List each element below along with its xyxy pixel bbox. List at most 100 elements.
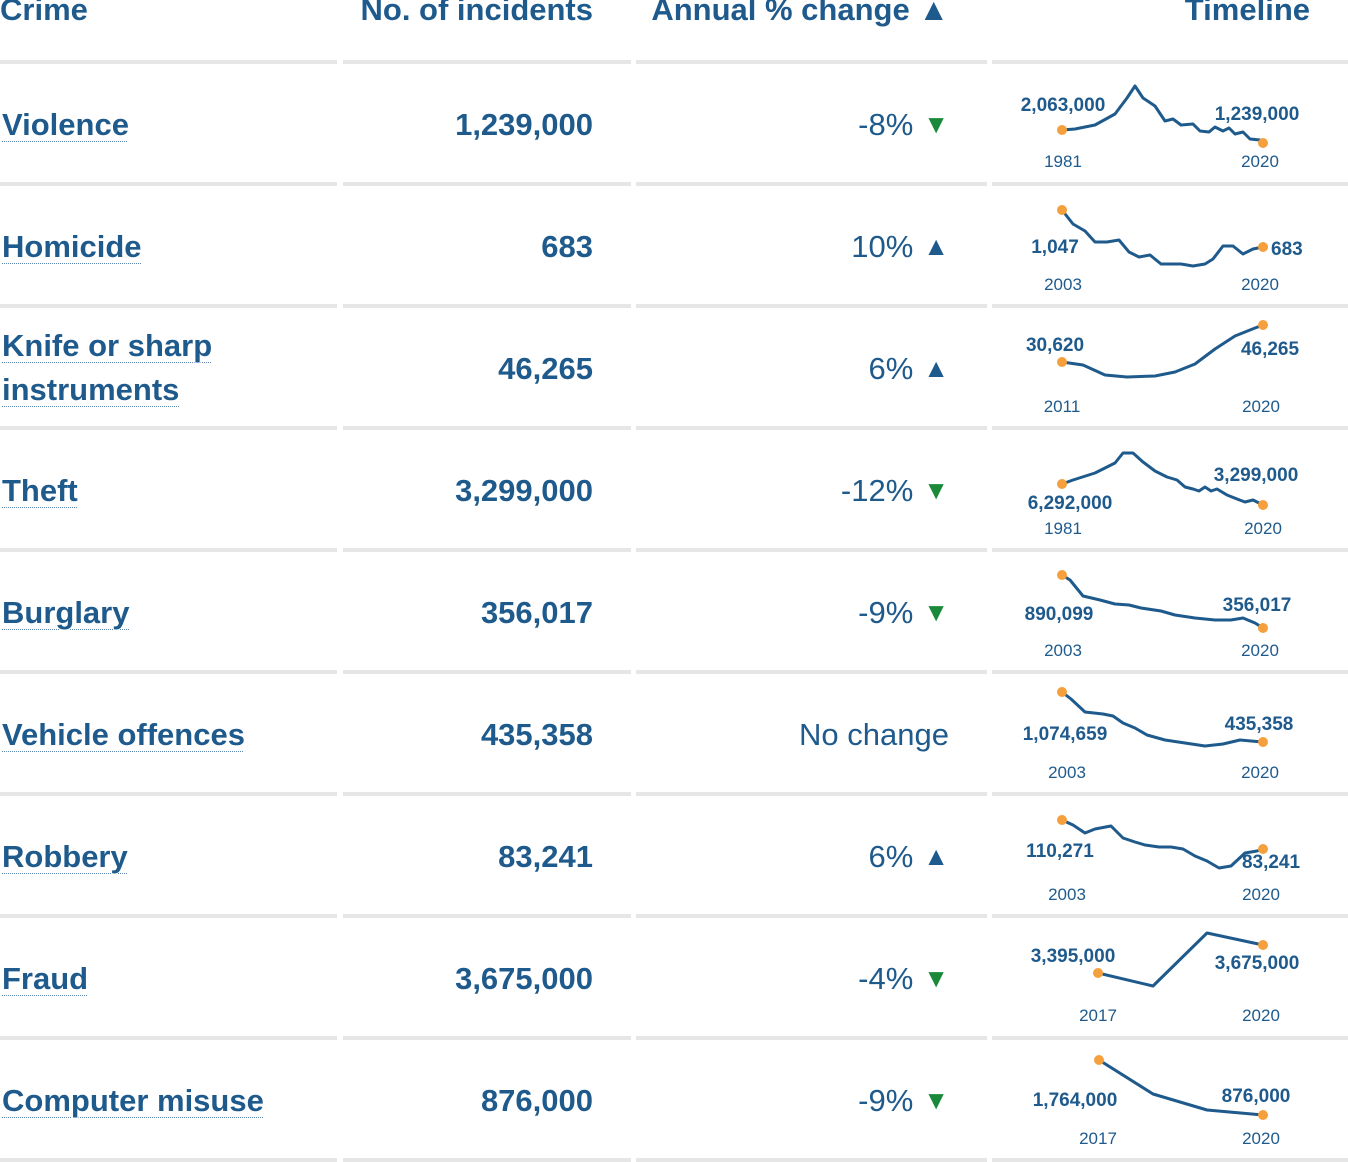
sparkline-end-dot (1258, 242, 1268, 252)
sparkline-start-dot (1057, 687, 1067, 697)
down-arrow-icon: ▼ (923, 597, 949, 627)
incidents-value: 3,299,000 (455, 473, 593, 508)
row-divider (0, 548, 337, 552)
row-divider (0, 1158, 337, 1162)
incidents-value: 876,000 (480, 1083, 593, 1118)
row-divider (992, 1158, 1348, 1162)
crime-link[interactable]: Theft (2, 473, 78, 508)
row-divider (343, 670, 631, 674)
sparkline-start-year: 2017 (1079, 1006, 1117, 1025)
sparkline-start-label: 2,063,000 (1021, 95, 1106, 116)
crime-link[interactable]: Knife or sharp instruments (2, 328, 213, 407)
sparkline-start-dot (1057, 479, 1067, 489)
annual-change-value: -9% (858, 1083, 914, 1118)
sparkline-line (1061, 573, 1264, 630)
timeline-sparkline: 30,620 46,265 2011 2020 (1026, 320, 1300, 416)
crime-link[interactable]: Homicide (2, 229, 142, 264)
annual-change-value: -12% (840, 473, 914, 508)
column-header-timeline: Timeline (1184, 0, 1310, 27)
row-divider (0, 60, 337, 64)
sparkline-line (1061, 690, 1264, 748)
annual-change: 6% ▲ (634, 351, 949, 387)
annual-change: 10% ▲ (634, 229, 949, 265)
row-divider (636, 1036, 987, 1040)
row-divider (992, 792, 1348, 796)
sparkline-line (1097, 931, 1264, 988)
crime-link[interactable]: Robbery (2, 839, 128, 874)
sparkline-line (1061, 818, 1264, 870)
sparkline-start-year: 2003 (1048, 763, 1086, 782)
sparkline-end-dot (1258, 737, 1268, 747)
annual-change-value: 6% (868, 351, 914, 386)
row-divider (992, 1036, 1348, 1040)
annual-change: -9% ▼ (634, 1083, 949, 1119)
sparkline-end-label: 3,299,000 (1214, 465, 1299, 486)
column-header-change-label: Annual % change (651, 0, 910, 27)
sparkline-start-label: 890,099 (1025, 604, 1094, 625)
annual-change-value: 10% (851, 229, 914, 264)
row-divider (343, 426, 631, 430)
sparkline-start-label: 1,764,000 (1033, 1090, 1118, 1111)
row-divider (343, 1036, 631, 1040)
incidents-value: 1,239,000 (455, 107, 593, 142)
sparkline-start-label: 30,620 (1026, 335, 1084, 356)
crime-link[interactable]: Vehicle offences (2, 717, 245, 752)
row-divider (636, 670, 987, 674)
timeline-sparkline: 1,764,000 876,000 2017 2020 (1033, 1055, 1291, 1148)
row-divider (0, 426, 337, 430)
row-divider (636, 60, 987, 64)
sparkline-end-dot (1258, 138, 1268, 148)
incidents-value: 435,358 (480, 717, 593, 752)
sparkline-start-label: 1,047 (1031, 237, 1079, 258)
crime-link[interactable]: Computer misuse (2, 1083, 264, 1118)
sparkline-start-dot (1094, 1055, 1104, 1065)
timeline-sparkline: 1,047 683 2003 2020 (1031, 205, 1303, 294)
sparkline-end-year: 2020 (1241, 152, 1279, 171)
crime-link[interactable]: Violence (2, 107, 129, 142)
row-divider (992, 426, 1348, 430)
sparkline-end-label: 435,358 (1225, 714, 1294, 735)
annual-change: -12% ▼ (634, 473, 949, 509)
row-divider (0, 670, 337, 674)
sparkline-start-label: 6,292,000 (1028, 493, 1113, 514)
sparkline-end-dot (1258, 500, 1268, 510)
row-divider (0, 1036, 337, 1040)
row-divider (636, 792, 987, 796)
sort-ascending-icon: ▲ (918, 0, 949, 27)
sparkline-end-label: 683 (1271, 239, 1303, 260)
sparkline-line (1061, 451, 1264, 507)
incidents-value: 3,675,000 (455, 961, 593, 996)
row-divider (343, 60, 631, 64)
row-divider (636, 914, 987, 918)
column-header-incidents: No. of incidents (360, 0, 594, 27)
sparkline-end-label: 3,675,000 (1215, 953, 1300, 974)
row-divider (636, 182, 987, 186)
table-row: Fraud 3,675,000 -4% ▼ 3,395,000 3,675,000 2017… (0, 916, 1348, 1034)
sparkline-end-label: 876,000 (1222, 1086, 1291, 1107)
timeline-sparkline: 110,271 83,241 2003 2020 (1026, 815, 1301, 904)
row-divider (992, 914, 1348, 918)
table-row: Burglary 356,017 -9% ▼ 890,099 356,017 2003 202… (0, 550, 1348, 668)
annual-change-value: 6% (868, 839, 914, 874)
crime-link[interactable]: Burglary (2, 595, 130, 630)
sparkline-end-label: 46,265 (1241, 339, 1300, 360)
down-arrow-icon: ▼ (923, 963, 949, 993)
crime-link[interactable]: Fraud (2, 961, 89, 996)
sparkline-end-label: 83,241 (1242, 852, 1301, 873)
incidents-value: 83,241 (498, 839, 593, 874)
incidents-value: 46,265 (498, 351, 593, 386)
sparkline-line (1061, 323, 1264, 379)
annual-change: -4% ▼ (634, 961, 949, 997)
sparkline-start-dot (1057, 125, 1067, 135)
column-header-change[interactable]: Annual % change ▲ (634, 0, 949, 28)
sparkline-start-year: 1981 (1044, 152, 1082, 171)
sparkline-line (1098, 1058, 1264, 1117)
row-divider (636, 548, 987, 552)
timeline-sparkline: 890,099 356,017 2003 2020 (1025, 570, 1292, 660)
down-arrow-icon: ▼ (923, 109, 949, 139)
sparkline-end-year: 2020 (1242, 1129, 1280, 1148)
table-row: Knife or sharp instruments 46,265 6% ▲ 30,62… (0, 306, 1348, 424)
sparkline-end-label: 356,017 (1223, 595, 1292, 616)
sparkline-end-year: 2020 (1241, 763, 1279, 782)
row-divider (343, 792, 631, 796)
